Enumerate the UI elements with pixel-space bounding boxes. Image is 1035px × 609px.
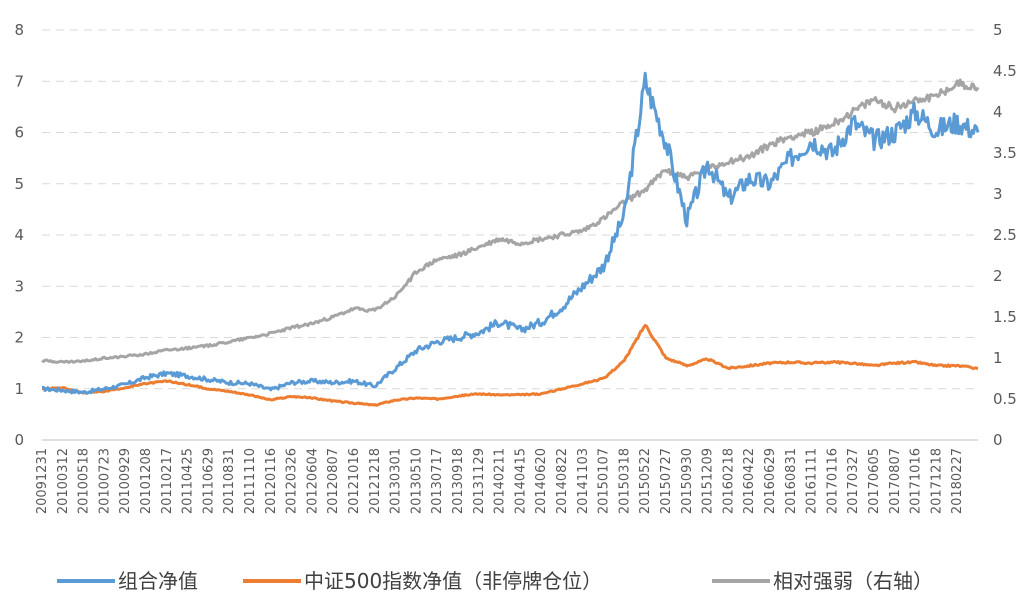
x-axis-tick-label: 20150318 xyxy=(617,448,632,514)
x-axis-tick-label: 20170327 xyxy=(846,448,861,514)
x-axis-tick-label: 20170605 xyxy=(867,448,882,514)
left-axis-tick-label: 3 xyxy=(14,277,24,295)
right-axis-tick-label: 3 xyxy=(993,185,1003,203)
right-axis-tick-label: 3.5 xyxy=(993,144,1017,162)
x-axis-tick-label: 20130301 xyxy=(389,448,404,514)
x-axis-tick-label: 20120116 xyxy=(264,448,279,514)
x-axis-tick-label: 20110831 xyxy=(222,448,237,514)
x-axis-tick-label: 20100312 xyxy=(56,448,71,514)
x-axis-tick-label: 20091231 xyxy=(35,448,50,514)
x-axis-tick-label: 20160629 xyxy=(763,448,778,514)
legend-label: 中证500指数净值（非停牌仓位） xyxy=(304,569,602,593)
x-axis-tick-label: 20130717 xyxy=(430,448,445,514)
x-axis-tick-label: 20140620 xyxy=(534,448,549,514)
x-axis-tick-label: 20131129 xyxy=(472,448,487,514)
left-axis-tick-label: 5 xyxy=(14,175,24,193)
x-axis-tick-label: 20150522 xyxy=(638,448,653,514)
x-axis-tick-label: 20161111 xyxy=(805,448,820,514)
x-axis-tick-label: 20151209 xyxy=(701,448,716,514)
x-axis-tick-label: 20140211 xyxy=(493,448,508,514)
right-axis-tick-label: 4.5 xyxy=(993,62,1017,80)
series-line-2 xyxy=(41,78,980,364)
right-axis-tick-label: 5 xyxy=(993,21,1003,39)
x-axis-tick-label: 20160831 xyxy=(784,448,799,514)
legend-label: 相对强弱（右轴） xyxy=(773,569,933,593)
gridlines xyxy=(42,29,978,441)
left-axis-tick-label: 1 xyxy=(14,380,24,398)
right-axis-tick-label: 0.5 xyxy=(993,390,1017,408)
x-axis-tick-label: 20101208 xyxy=(139,448,154,514)
x-axis-tick-label: 20100929 xyxy=(118,448,133,514)
right-axis-tick-label: 0 xyxy=(993,431,1003,449)
right-axis-tick-label: 1.5 xyxy=(993,308,1017,326)
right-axis-ticks: 0 0.5 1 1.5 2 2.5 3 3.5 4 4.5 5 xyxy=(993,21,1017,449)
left-axis-tick-label: 4 xyxy=(14,226,24,244)
x-axis-tick-label: 20150727 xyxy=(659,448,674,514)
x-axis-tick-label: 20120326 xyxy=(285,448,300,514)
x-axis-tick-label: 20160218 xyxy=(721,448,736,514)
legend: 组合净值 中证500指数净值（非停牌仓位） 相对强弱（右轴） xyxy=(57,569,933,593)
x-axis-tick-label: 20160422 xyxy=(742,448,757,514)
x-axis-tick-label: 20120807 xyxy=(326,448,341,514)
x-axis-tick-label: 20110629 xyxy=(201,448,216,514)
right-axis-tick-label: 4 xyxy=(993,103,1003,121)
series-line-0 xyxy=(42,71,980,395)
x-axis-tick-label: 20171218 xyxy=(929,448,944,514)
x-axis-tick-label: 20150930 xyxy=(680,448,695,514)
left-axis-tick-label: 8 xyxy=(14,21,24,39)
x-axis-ticks: 20091231 20100312 20100518 20100723 20100929… xyxy=(35,448,965,514)
x-axis-tick-label: 20141103 xyxy=(576,448,591,514)
left-axis-tick-label: 0 xyxy=(14,431,24,449)
x-axis-tick-label: 20171016 xyxy=(909,448,924,514)
left-axis-tick-label: 7 xyxy=(14,72,24,90)
x-axis-tick-label: 20100518 xyxy=(77,448,92,514)
x-axis-tick-label: 20111110 xyxy=(243,448,258,514)
x-axis-tick-label: 20110425 xyxy=(181,448,196,514)
x-axis-tick-label: 20130918 xyxy=(451,448,466,514)
x-axis-tick-label: 20140415 xyxy=(513,448,528,514)
x-axis-tick-label: 20121016 xyxy=(347,448,362,514)
legend-label: 组合净值 xyxy=(118,569,198,593)
left-axis-tick-label: 6 xyxy=(14,124,24,142)
left-axis-ticks: 0 1 2 3 4 5 6 7 8 xyxy=(14,21,24,449)
x-axis-tick-label: 20110217 xyxy=(160,448,175,514)
x-axis-tick-label: 20100723 xyxy=(97,448,112,514)
left-axis-tick-label: 2 xyxy=(14,329,24,347)
x-axis-tick-label: 20130510 xyxy=(409,448,424,514)
x-axis-tick-label: 20121218 xyxy=(368,448,383,514)
x-axis-tick-label: 20170807 xyxy=(888,448,903,514)
x-axis-tick-label: 20180227 xyxy=(950,448,965,514)
x-axis-tick-label: 20140822 xyxy=(555,448,570,514)
right-axis-tick-label: 2 xyxy=(993,267,1003,285)
x-axis-tick-label: 20150107 xyxy=(597,448,612,514)
x-axis-tick-label: 20170116 xyxy=(825,448,840,514)
right-axis-tick-label: 2.5 xyxy=(993,226,1017,244)
right-axis-tick-label: 1 xyxy=(993,349,1003,367)
x-axis-tick-label: 20120604 xyxy=(305,448,320,514)
series-lines xyxy=(41,71,980,407)
series-line-1 xyxy=(41,323,979,407)
